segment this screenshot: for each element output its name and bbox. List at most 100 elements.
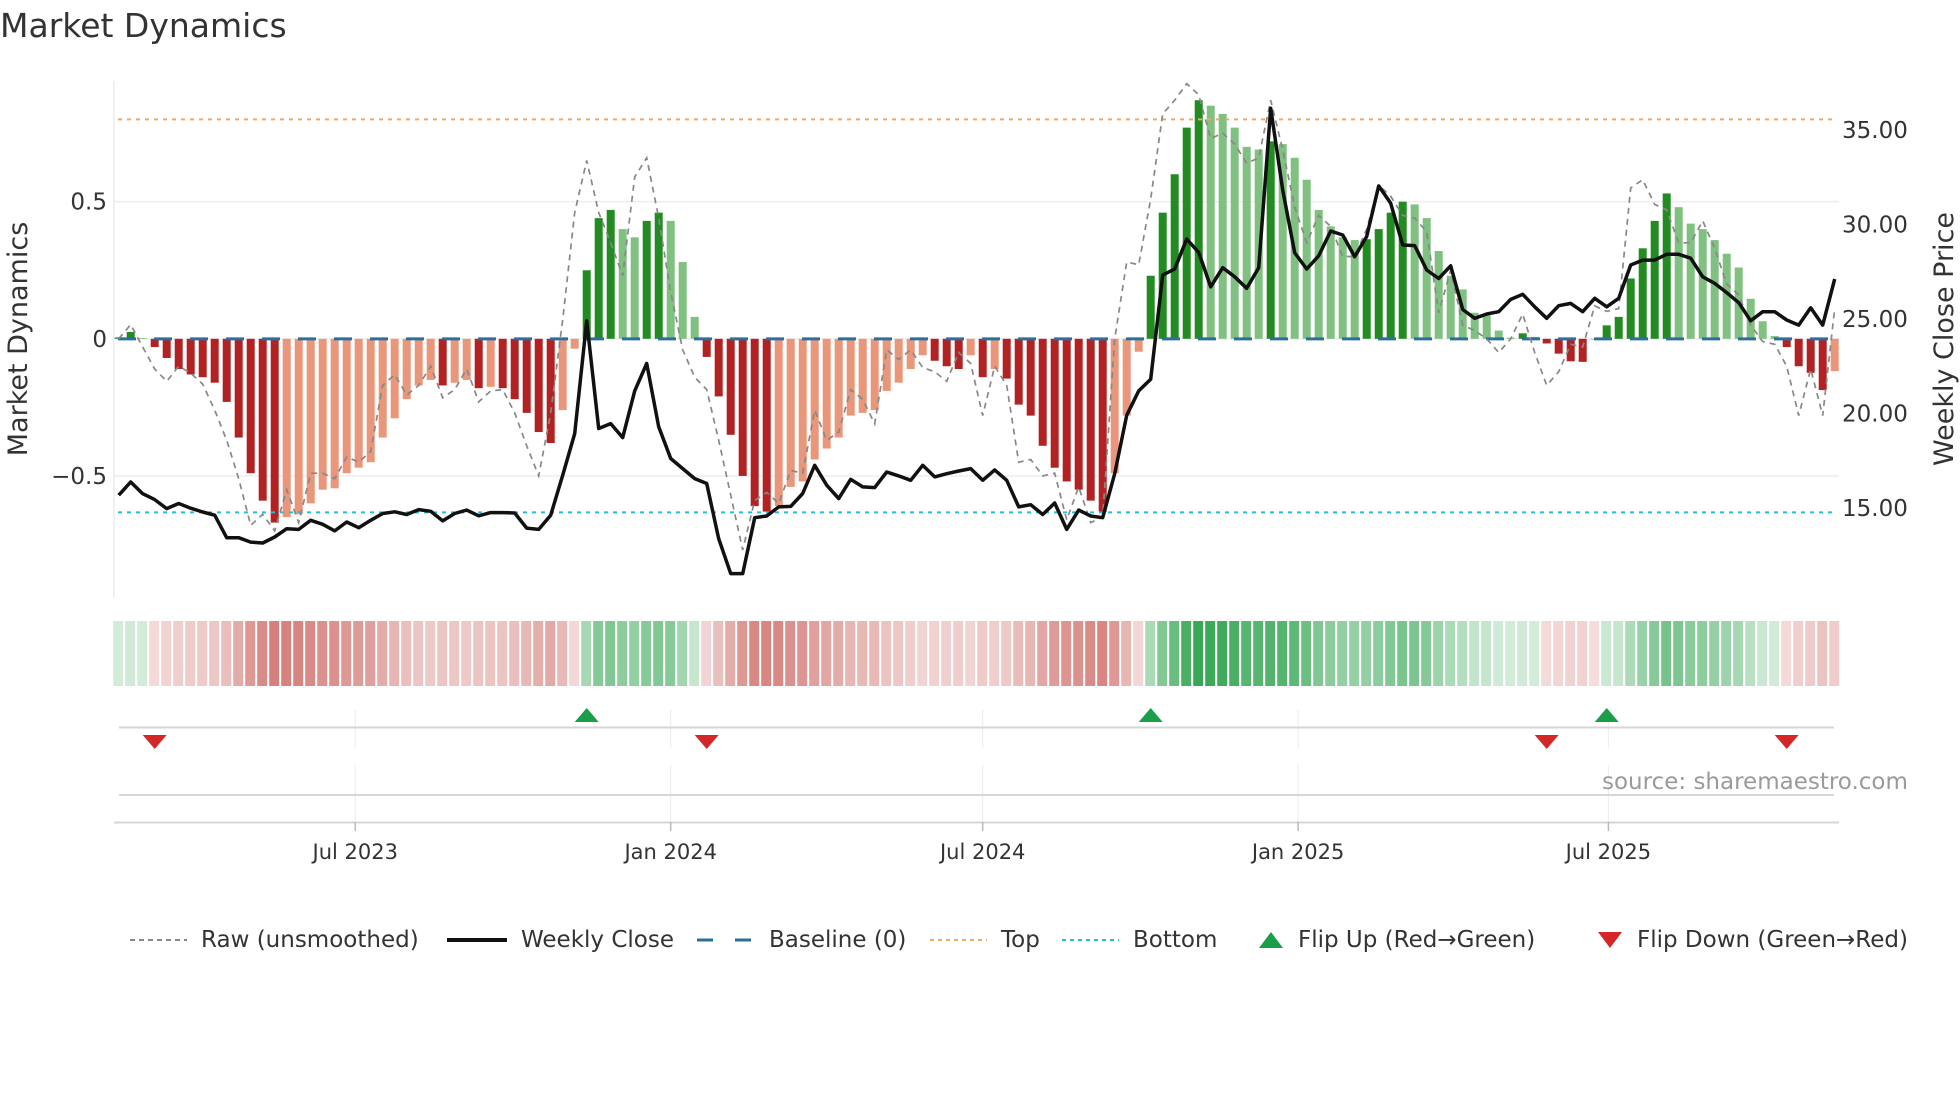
strip-cell bbox=[1349, 621, 1360, 686]
dynamics-bar bbox=[762, 338, 771, 512]
dynamics-bar bbox=[1470, 312, 1479, 339]
strip-cell bbox=[593, 621, 604, 686]
dynamics-bar bbox=[1758, 321, 1767, 339]
strip-cell bbox=[1829, 621, 1840, 686]
dynamics-bar bbox=[978, 338, 987, 378]
legend-label: Weekly Close bbox=[521, 927, 674, 953]
dynamics-bar bbox=[1374, 229, 1383, 339]
solid-line-swatch-icon bbox=[447, 938, 507, 942]
strip-cell bbox=[353, 621, 364, 686]
dynamics-bar bbox=[906, 338, 915, 369]
dynamics-bar bbox=[618, 229, 627, 339]
legend-item-bottom: Bottom bbox=[1062, 925, 1217, 955]
strip-cell bbox=[545, 621, 556, 686]
strip-cell bbox=[1109, 621, 1120, 686]
y-tick-label: −0.5 bbox=[51, 464, 107, 490]
strip-cell bbox=[1745, 621, 1756, 686]
dynamics-bar bbox=[1638, 248, 1647, 339]
legend: Raw (unsmoothed) Weekly Close Baseline (… bbox=[0, 925, 1960, 955]
strip-cell bbox=[1181, 621, 1192, 686]
strip-cell bbox=[797, 621, 808, 686]
strip-cell bbox=[1193, 621, 1204, 686]
x-tick-label: Jul 2023 bbox=[311, 840, 398, 864]
dynamics-bar bbox=[354, 338, 363, 468]
dynamics-bar bbox=[1266, 141, 1275, 339]
legend-label: Flip Up (Red→Green) bbox=[1298, 927, 1536, 953]
legend-label: Baseline (0) bbox=[769, 927, 907, 953]
dynamics-bar bbox=[1830, 338, 1839, 372]
dynamics-bar bbox=[294, 338, 303, 515]
dynamics-bar bbox=[654, 212, 663, 339]
dynamics-bar bbox=[1446, 275, 1455, 339]
dynamics-bar bbox=[150, 338, 159, 348]
dynamics-bar bbox=[1278, 144, 1287, 339]
dynamics-bar bbox=[402, 338, 411, 400]
dynamics-bar bbox=[1194, 100, 1203, 339]
strip-cell bbox=[857, 621, 868, 686]
strip-cell bbox=[701, 621, 712, 686]
legend-item-flip-down: Flip Down (Green→Red) bbox=[1597, 925, 1908, 955]
dynamics-bar bbox=[726, 338, 735, 435]
strip-cell bbox=[137, 621, 148, 686]
dynamics-bar bbox=[1794, 338, 1803, 367]
strip-cell bbox=[1121, 621, 1132, 686]
dynamics-bar bbox=[630, 237, 639, 339]
y2-tick-label: 30.00 bbox=[1842, 213, 1908, 239]
dynamics-bar bbox=[366, 338, 375, 463]
dynamics-bar bbox=[1338, 237, 1347, 339]
dynamics-bar bbox=[1230, 127, 1239, 339]
strip-cell bbox=[773, 621, 784, 686]
dynamics-bar bbox=[438, 338, 447, 386]
strip-cell bbox=[929, 621, 940, 686]
x-tick-label: Jul 2025 bbox=[1564, 840, 1651, 864]
dynamics-bar bbox=[1206, 105, 1215, 339]
dynamics-bar bbox=[1026, 338, 1035, 416]
dynamics-bar bbox=[1218, 113, 1227, 339]
dynamics-bar bbox=[714, 338, 723, 397]
strip-cell bbox=[449, 621, 460, 686]
strip-cell bbox=[1301, 621, 1312, 686]
legend-label: Flip Down (Green→Red) bbox=[1637, 927, 1908, 953]
strip-cell bbox=[1373, 621, 1384, 686]
dynamics-bar bbox=[186, 338, 195, 375]
strip-cell bbox=[485, 621, 496, 686]
strip-cell bbox=[557, 621, 568, 686]
dynamics-bar bbox=[846, 338, 855, 416]
dynamics-bar bbox=[222, 338, 231, 402]
strip-cell bbox=[833, 621, 844, 686]
strip-cell bbox=[617, 621, 628, 686]
strip-cell bbox=[377, 621, 388, 686]
dynamics-bar bbox=[1170, 174, 1179, 339]
strip-cell bbox=[893, 621, 904, 686]
dynamics-bar bbox=[786, 338, 795, 487]
strip-cell bbox=[461, 621, 472, 686]
weekly-close-line bbox=[117, 106, 1837, 576]
dynamics-bar bbox=[1134, 338, 1143, 352]
dynamics-bar bbox=[1818, 338, 1827, 391]
strip-cell bbox=[1385, 621, 1396, 686]
dynamics-bar bbox=[1518, 333, 1527, 339]
strip-cell bbox=[905, 621, 916, 686]
dynamics-bar bbox=[1674, 207, 1683, 339]
dynamics-bar bbox=[642, 220, 651, 339]
strip-cell bbox=[1133, 621, 1144, 686]
dashed-line-swatch-icon bbox=[130, 939, 187, 941]
dynamics-bar bbox=[1326, 226, 1335, 339]
dynamics-bar bbox=[666, 220, 675, 339]
dynamics-bar bbox=[246, 338, 255, 474]
strip-cell bbox=[845, 621, 856, 686]
y2-tick-label: 35.00 bbox=[1842, 118, 1908, 144]
dynamics-bar bbox=[138, 337, 147, 339]
dynamics-bar bbox=[546, 338, 555, 444]
y-tick-label: 0.5 bbox=[70, 190, 107, 216]
dynamics-bar bbox=[1422, 218, 1431, 339]
flip-up-marker bbox=[1138, 708, 1163, 722]
dynamics-bar bbox=[474, 338, 483, 389]
strip-cell bbox=[1793, 621, 1804, 686]
dynamics-bar bbox=[450, 338, 459, 383]
strip-cell bbox=[665, 621, 676, 686]
strip-cell bbox=[125, 621, 136, 686]
flip-up-marker bbox=[1594, 708, 1619, 722]
strip-cell bbox=[1685, 621, 1696, 686]
